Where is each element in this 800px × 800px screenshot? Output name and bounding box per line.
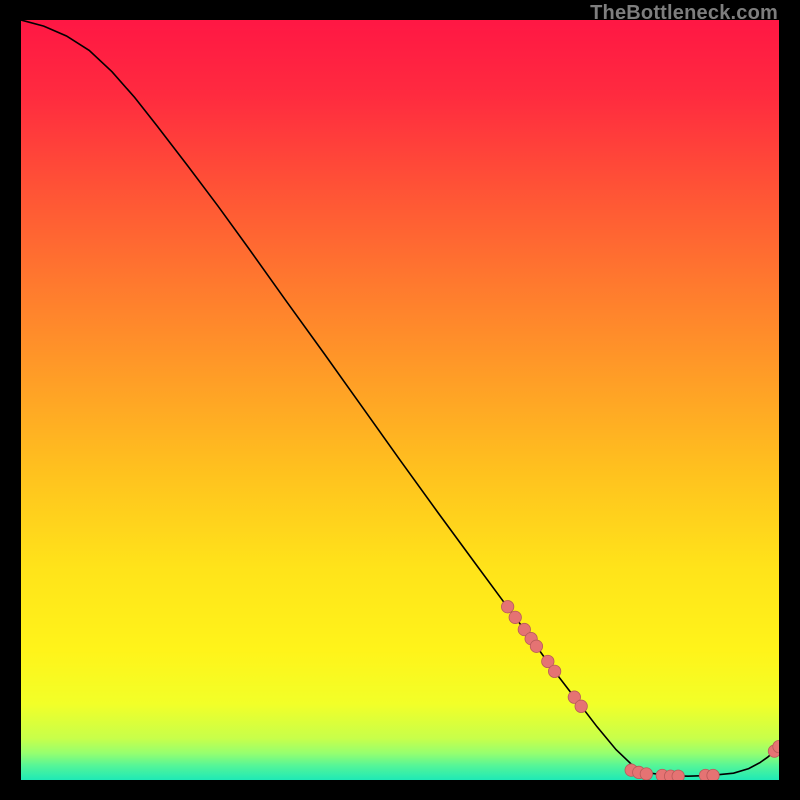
data-marker <box>707 769 719 780</box>
curve-line <box>21 20 779 776</box>
data-marker <box>509 611 521 623</box>
data-marker <box>640 768 652 780</box>
plot-area <box>21 20 779 780</box>
data-marker <box>501 601 513 613</box>
data-marker <box>575 700 587 712</box>
chart-svg <box>21 20 779 780</box>
data-marker <box>530 640 542 652</box>
chart-container: TheBottleneck.com <box>0 0 800 800</box>
data-markers <box>501 601 779 780</box>
watermark: TheBottleneck.com <box>590 2 778 25</box>
data-marker <box>672 770 684 780</box>
data-marker <box>548 665 560 677</box>
